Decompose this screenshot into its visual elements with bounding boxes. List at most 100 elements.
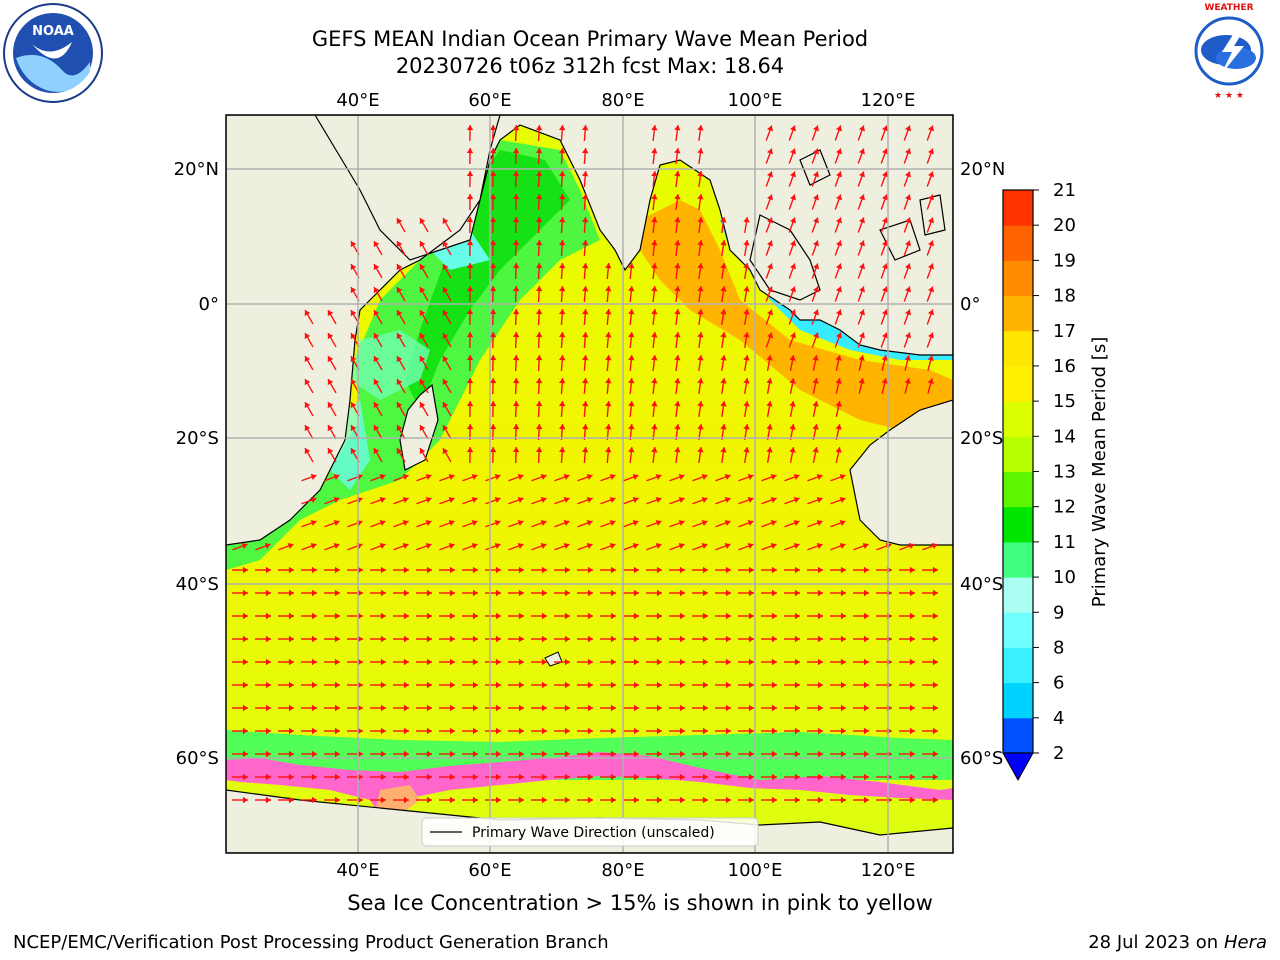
wave-arrow-head [743, 447, 750, 453]
wave-arrow-head [674, 194, 681, 200]
wave-arrow-head [656, 635, 662, 643]
wave-arrow-head [333, 542, 340, 550]
wave-arrow-head [518, 612, 524, 620]
wave-arrow-head [816, 496, 823, 504]
wave-arrow-head [881, 309, 889, 316]
wave-arrow-head [380, 704, 386, 712]
wave-arrow-head [766, 332, 774, 339]
wave-arrow-head [472, 796, 478, 804]
wave-arrow-head [655, 519, 662, 527]
wave-arrow-head [789, 171, 797, 178]
wave-arrow-head [701, 496, 708, 504]
wave-arrow-head [327, 402, 334, 409]
wave-arrow-head [748, 589, 754, 597]
wave-arrow-head [863, 658, 869, 666]
wave-arrow-head [632, 496, 639, 504]
wave-arrow-head [489, 355, 497, 361]
wave-arrow-head [771, 704, 777, 712]
wave-arrow-head [489, 447, 497, 453]
wave-arrow-head [426, 612, 432, 620]
wave-arrow-head [350, 241, 357, 248]
wave-arrow-head [471, 496, 478, 504]
wave-arrow-head [564, 750, 570, 758]
wave-arrow-head [651, 401, 658, 407]
wave-arrow-head [489, 401, 497, 407]
wave-arrow-head [655, 542, 662, 550]
wave-arrow-head [449, 796, 455, 804]
wave-arrow-head [633, 635, 639, 643]
wave-arrow-head [812, 194, 820, 201]
wave-arrow-head [357, 773, 363, 781]
wave-arrow-head [425, 473, 432, 481]
wave-arrow-head [812, 286, 820, 293]
svg-text:★ ★ ★: ★ ★ ★ [1214, 91, 1244, 101]
wave-arrow-head [489, 240, 497, 246]
wave-arrow-head [512, 424, 520, 430]
wave-arrow-head [535, 263, 543, 269]
wave-arrow-head [558, 217, 566, 223]
wave-arrow-head [396, 264, 403, 271]
wave-arrow-head [311, 612, 317, 620]
wave-arrow-head [633, 796, 639, 804]
wave-arrow-head [587, 750, 593, 758]
wave-arrow-head [373, 241, 380, 248]
wave-arrow-head [835, 194, 843, 201]
colorbar-segment [1003, 541, 1033, 578]
wave-arrow-head [793, 542, 800, 550]
wave-arrow-head [518, 681, 524, 689]
date-value: 28 Jul 2023 on [1088, 932, 1224, 953]
wave-arrow-head [771, 750, 777, 758]
wave-arrow-head [651, 378, 658, 384]
wave-arrow-head [909, 727, 915, 735]
wave-arrow-head [697, 125, 704, 131]
wave-arrow-head [789, 447, 796, 453]
wave-arrow-head [311, 727, 317, 735]
wave-arrow-head [311, 658, 317, 666]
wave-arrow-head [725, 589, 731, 597]
wave-arrow-head [909, 658, 915, 666]
wave-arrow-head [794, 796, 800, 804]
wave-arrow-head [628, 447, 635, 453]
wave-arrow-head [350, 448, 357, 455]
wave-arrow-head [489, 378, 497, 384]
wave-arrow-head [817, 773, 823, 781]
wave-arrow-head [909, 566, 915, 574]
wave-arrow-head [495, 796, 501, 804]
wave-arrow-head [697, 217, 704, 223]
wave-arrow-head [466, 263, 474, 269]
wave-arrow-head [518, 796, 524, 804]
wave-arrow-head [835, 217, 843, 224]
wave-arrow-head [771, 681, 777, 689]
wave-arrow-head [442, 356, 449, 363]
wave-arrow-head [720, 447, 727, 453]
wave-arrow-head [839, 473, 846, 481]
lon-label: 100°E [728, 90, 783, 111]
wave-arrow-head [518, 727, 524, 735]
wave-arrow-head [288, 750, 294, 758]
wave-arrow-head [839, 542, 846, 550]
wave-arrow-head [265, 658, 271, 666]
wave-arrow-head [310, 519, 317, 527]
wave-arrow-head [304, 402, 311, 409]
wave-arrow-head [743, 240, 750, 246]
wave-arrow-head [373, 379, 380, 386]
wave-arrow-head [863, 612, 869, 620]
wave-arrow-head [419, 356, 426, 363]
wave-arrow-head [442, 425, 449, 432]
wave-arrow-head [678, 519, 685, 527]
lon-label: 60°E [468, 860, 511, 880]
wave-arrow-head [679, 658, 685, 666]
wave-arrow-head [909, 704, 915, 712]
wave-arrow-head [350, 379, 357, 386]
wave-arrow-head [789, 217, 797, 224]
wave-arrow-head [766, 194, 774, 201]
wave-arrow-head [697, 240, 704, 246]
wave-arrow-head [466, 125, 474, 131]
wave-arrow-head [535, 309, 543, 315]
wave-arrow-head [472, 635, 478, 643]
wave-arrow-head [587, 635, 593, 643]
wave-arrow-head [702, 635, 708, 643]
wave-arrow-head [350, 264, 357, 271]
colorbar-segment [1003, 471, 1033, 508]
nws-logo: WEATHER ★ ★ ★ [1180, 2, 1278, 101]
